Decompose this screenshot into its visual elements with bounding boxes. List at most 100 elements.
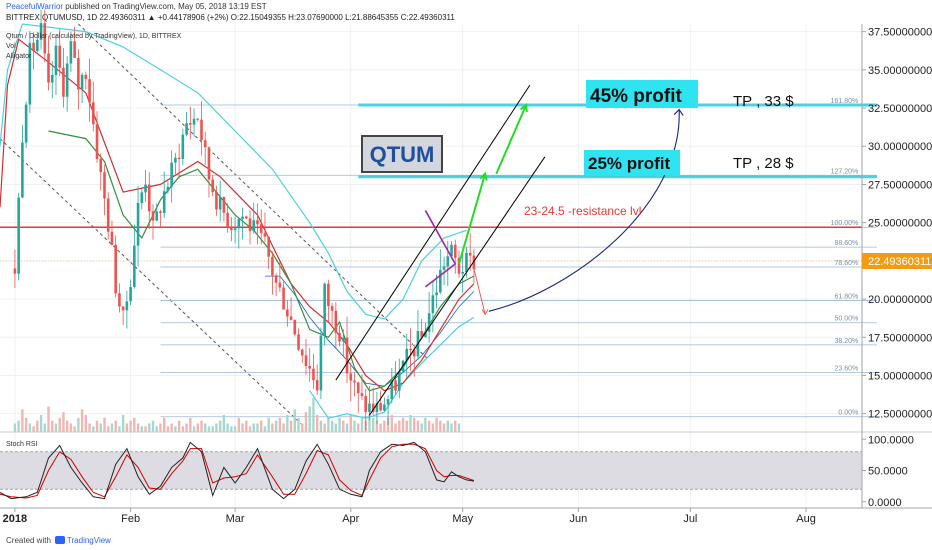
- candle-body: [166, 186, 170, 192]
- fib-level-label: 161.80%: [831, 98, 859, 105]
- green-arrow-33: [495, 104, 528, 175]
- volume-bar: [58, 417, 61, 432]
- fib-level-label: 61.80%: [835, 294, 859, 301]
- volume-bar: [323, 423, 326, 432]
- volume-bar: [278, 417, 282, 432]
- volume-bar: [174, 426, 177, 432]
- fib-level-label: 23.60%: [835, 365, 859, 372]
- volume-bar: [289, 420, 293, 432]
- volume-bar: [271, 423, 274, 432]
- volume-bar: [13, 423, 17, 432]
- candle-body: [47, 53, 50, 83]
- volume-bar: [17, 420, 20, 432]
- price-tick-label: 35.00000000: [868, 65, 932, 77]
- projection-curve-head: [673, 108, 684, 116]
- candle-body: [118, 293, 121, 307]
- volume-bar: [77, 417, 80, 432]
- tradingview-logo-icon: [54, 536, 65, 544]
- volume-bar: [118, 426, 121, 432]
- tradingview-brand[interactable]: TradingView: [66, 536, 111, 545]
- bollinger-upper-line: [0, 23, 467, 320]
- volume-bar: [427, 420, 431, 432]
- candle-body: [319, 335, 323, 391]
- fib-level-label: 100.00%: [831, 220, 859, 227]
- stoch-d-line: [0, 443, 475, 499]
- volume-bar: [319, 420, 323, 432]
- candle-body: [353, 380, 356, 383]
- volume-bar: [24, 417, 28, 432]
- volume-bar: [211, 426, 214, 432]
- candle-body: [364, 396, 367, 413]
- candle-body: [297, 334, 300, 350]
- volume-bar: [65, 420, 69, 432]
- volume-bar: [338, 417, 341, 432]
- profit25-label: 25% profit: [588, 154, 671, 173]
- candle-body: [39, 23, 43, 40]
- candle-body: [342, 337, 345, 342]
- volume-bar: [237, 417, 241, 432]
- candle-body: [271, 256, 274, 276]
- symbol-title: Qtum / Dollar (calculated by TradingView…: [6, 33, 182, 40]
- candle-body: [371, 403, 375, 413]
- candle-body: [386, 399, 390, 405]
- volume-bar: [334, 423, 338, 432]
- volume-bar: [439, 420, 442, 432]
- stoch-tick-label: 0.0000: [868, 497, 902, 509]
- candle-body: [390, 380, 394, 400]
- volume-bar: [416, 420, 420, 432]
- volume-bar: [256, 423, 259, 432]
- candle-body: [323, 283, 326, 336]
- volume-bar: [413, 417, 416, 432]
- volume-bar: [409, 415, 412, 432]
- red-down-arrow-head: [481, 309, 489, 316]
- fib-level-label: 38.20%: [835, 338, 859, 345]
- candle-body: [442, 266, 446, 270]
- qtum-badge: [361, 135, 443, 173]
- candle-body: [136, 203, 140, 246]
- volume-bar: [185, 423, 188, 432]
- volume-bar: [155, 426, 158, 432]
- triangle-pattern: [424, 210, 457, 288]
- published-text: published on TradingView.com, May 05, 20…: [65, 2, 267, 11]
- candle-body: [207, 147, 211, 180]
- candle-body: [62, 67, 65, 97]
- candle-body: [256, 220, 259, 225]
- candle-body: [91, 102, 95, 125]
- volume-bar: [148, 423, 151, 432]
- candle-body: [200, 119, 203, 141]
- volume-bar: [304, 412, 308, 432]
- candle-body: [58, 45, 62, 68]
- bollinger-lower-line: [309, 316, 475, 419]
- volume-bar: [151, 420, 155, 432]
- volume-bar: [293, 409, 296, 432]
- tp28-label: TP , 28 $: [733, 155, 794, 172]
- price-tick-label: 15.00000000: [868, 370, 932, 382]
- volume-bar: [129, 420, 132, 432]
- candle-body: [170, 162, 173, 187]
- volume-bar: [379, 423, 382, 432]
- time-tick-label: Feb: [121, 513, 140, 525]
- candle-body: [32, 42, 35, 52]
- candle-body: [95, 124, 99, 160]
- volume-bar: [274, 420, 278, 432]
- candle-body: [330, 306, 334, 311]
- volume-bar: [62, 412, 65, 432]
- volume-bar: [114, 420, 117, 432]
- candle-body: [177, 157, 181, 160]
- red-down-arrow: [473, 268, 486, 315]
- volume-bar: [189, 417, 192, 432]
- candle-body: [304, 355, 308, 366]
- volume-bar: [73, 426, 76, 432]
- candle-body: [21, 142, 24, 198]
- publisher-link[interactable]: PeacefulWarrior: [6, 2, 64, 11]
- candle-body: [211, 179, 215, 193]
- candle-body: [50, 74, 54, 83]
- volume-bar: [226, 423, 229, 432]
- candle-body: [274, 275, 278, 283]
- volume-bar: [420, 423, 423, 432]
- candle-body: [368, 403, 371, 413]
- candle-body: [468, 252, 472, 256]
- candle-body: [289, 316, 293, 320]
- volume-bar: [21, 409, 24, 432]
